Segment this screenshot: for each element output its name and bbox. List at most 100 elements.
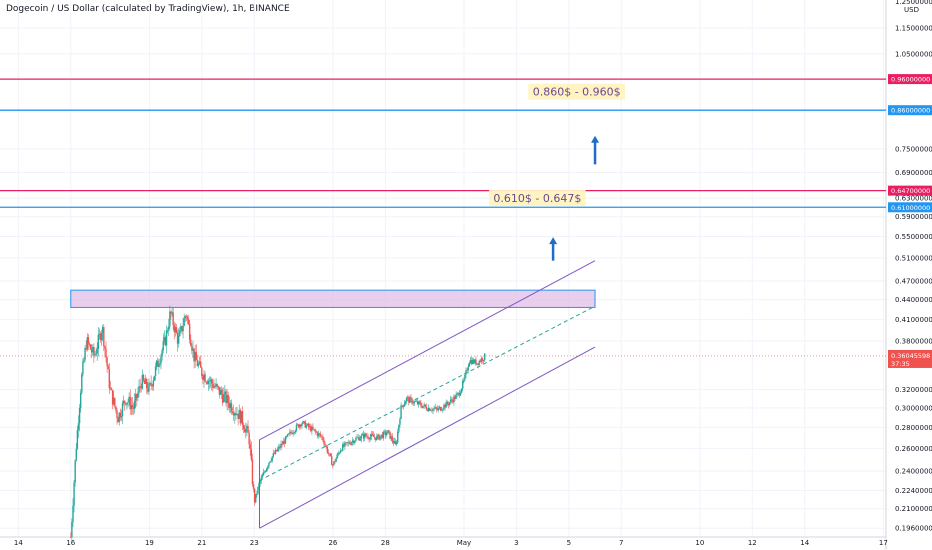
level-price-tag	[888, 74, 932, 85]
candle-body	[369, 436, 371, 440]
candle-body	[477, 363, 479, 365]
candle-body	[457, 392, 460, 394]
candle-body	[100, 333, 103, 340]
candle-body	[75, 448, 77, 461]
candle-body	[87, 337, 90, 344]
candle-body	[247, 426, 249, 433]
candle-body	[451, 399, 453, 401]
x-tick-label: 26	[328, 539, 337, 547]
candle-body	[401, 405, 403, 407]
candle-body	[416, 401, 419, 405]
candle-body	[280, 443, 282, 448]
candle-body	[97, 334, 99, 349]
candle-body	[305, 425, 308, 428]
candle-body	[447, 403, 450, 406]
candle-body	[241, 411, 244, 425]
candle-body	[131, 405, 134, 407]
candle-body	[177, 335, 180, 344]
candle-body	[353, 440, 355, 443]
candle-body	[432, 408, 434, 411]
x-tick-label: 14	[800, 539, 809, 547]
candle-body	[179, 330, 181, 336]
channel-upper-line	[259, 260, 596, 441]
candle-body	[202, 376, 204, 380]
candle-body	[109, 388, 112, 389]
candle-body	[296, 424, 299, 426]
candle-body	[444, 404, 446, 408]
candle-body	[420, 402, 422, 406]
x-tick-label: May	[457, 539, 471, 547]
candle-body	[229, 403, 232, 408]
candle-body	[146, 379, 148, 389]
candle-body	[354, 440, 356, 443]
candle-body	[297, 424, 300, 428]
candle-body	[246, 426, 248, 429]
candle-body	[351, 440, 354, 443]
candle-body	[306, 423, 309, 426]
candle-body	[99, 333, 102, 340]
candle-body	[392, 440, 395, 444]
candle-body	[255, 493, 257, 503]
candle-body	[143, 380, 146, 384]
candle-body	[217, 386, 220, 387]
candle-body	[82, 361, 84, 375]
candle-body	[226, 394, 228, 404]
candle-body	[460, 388, 463, 393]
candle-body	[474, 359, 476, 364]
candle-body	[292, 432, 294, 434]
candle-body	[473, 359, 475, 364]
candle-body	[228, 403, 231, 408]
candle-body	[442, 409, 444, 411]
candle-body	[433, 408, 435, 410]
candle-body	[72, 505, 74, 523]
candle-body	[175, 327, 178, 334]
candle-body	[299, 424, 301, 428]
candle-body	[182, 325, 184, 332]
candle-body	[459, 392, 462, 396]
channel-lower-line	[259, 346, 596, 529]
candle-body	[207, 380, 210, 384]
y-tick-label: 0.19600000	[895, 525, 932, 533]
candle-body	[372, 434, 375, 437]
candle-body	[222, 394, 224, 403]
candle-body	[157, 360, 159, 367]
level-price-label: 0.96000000	[891, 76, 930, 84]
candle-body	[453, 396, 455, 403]
candle-body	[428, 407, 431, 411]
candle-body	[271, 456, 273, 461]
candle-body	[70, 537, 72, 538]
candle-body	[114, 397, 116, 407]
candle-body	[411, 398, 413, 404]
candle-body	[129, 396, 131, 410]
candle-body	[173, 325, 175, 333]
x-tick-label: 14	[14, 539, 23, 547]
candle-body	[115, 406, 117, 411]
candle-body	[386, 433, 388, 436]
candle-body	[304, 421, 306, 428]
candle-body	[410, 397, 412, 399]
candle-body	[343, 444, 345, 447]
candle-body	[93, 346, 95, 356]
x-tick-label: 21	[197, 539, 206, 547]
candle-body	[462, 381, 464, 389]
candle-body	[316, 432, 319, 436]
candle-body	[445, 401, 447, 408]
candle-body	[168, 326, 170, 331]
candle-body	[417, 401, 420, 405]
candle-body	[203, 374, 205, 380]
candle-body	[220, 389, 223, 395]
candle-body	[409, 397, 411, 403]
candle-body	[293, 432, 295, 434]
target-label-bg	[528, 83, 625, 100]
candle-body	[190, 339, 192, 346]
candle-body	[193, 348, 195, 362]
candle-body	[141, 374, 144, 389]
candle-body	[281, 443, 283, 445]
candle-body	[148, 383, 150, 392]
up-arrow-head	[591, 135, 600, 143]
candle-body	[422, 406, 424, 408]
candle-body	[404, 401, 407, 404]
